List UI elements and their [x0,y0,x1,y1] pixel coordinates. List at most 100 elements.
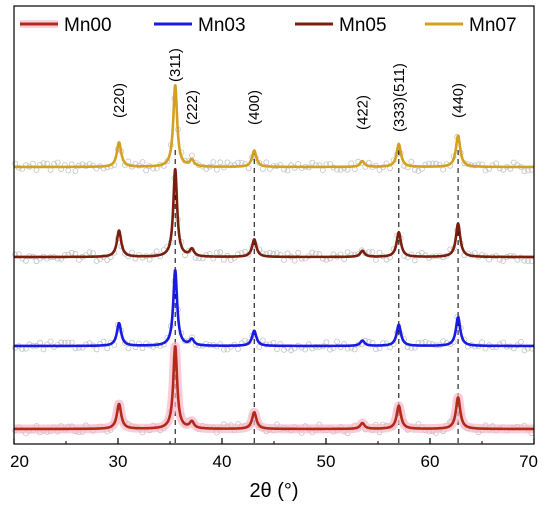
noise-point [323,339,330,346]
noise-point [309,249,316,256]
noise-point [273,346,280,353]
noise-point [47,338,54,345]
noise-point [153,248,160,255]
noise-point [93,257,100,264]
peak-label: (220) [111,83,128,118]
noise-point [33,258,40,265]
noise-point [362,250,369,257]
noise-point [40,160,47,167]
series-lines [9,84,539,434]
noise-point [256,159,263,166]
noise-point [281,256,287,263]
noise-point [72,168,79,174]
noise-point [139,159,146,166]
noise-point [235,159,241,166]
x-tick-label: 40 [213,452,232,471]
noise-point [525,167,531,174]
noise-point [518,338,524,345]
noise-point [224,346,231,353]
noise-point [479,339,485,346]
series-line-Mn03 [13,269,535,348]
noise-point [30,160,36,167]
x-axis-title: 2θ (°) [249,480,298,502]
series-line-Mn00 [13,345,535,431]
noise-point [104,345,111,352]
series-line-Mn07 [13,84,535,169]
peak-label: (311) [167,48,184,82]
noise-point [90,250,96,257]
legend-label-Mn07: Mn07 [469,15,517,36]
noise-point [37,339,43,346]
x-axis: 20 30 40 50 60 70 [10,438,538,471]
noise-point [235,345,241,352]
x-tick-label: 60 [421,452,440,471]
noise-point [125,345,132,352]
noise-point [86,249,93,256]
noise-point [510,159,517,166]
noise-point [440,166,447,173]
noise-point [68,339,75,346]
noise-point [288,347,295,354]
peak-label: (400) [246,90,263,125]
noise-point [408,158,415,165]
noise-point [93,346,100,353]
noise-point [242,337,249,344]
noise-point [369,249,376,256]
noise-point [189,152,195,159]
noise-point [44,160,50,167]
noise-point [319,167,326,173]
noise-point [528,258,535,265]
noise-point [295,249,302,256]
noise-point [40,346,47,353]
peak-label: (440) [450,83,467,118]
noise-point [192,254,199,261]
noise-point [245,165,252,172]
noise-point [263,159,270,166]
noise-point [351,346,358,353]
noise-point [68,249,75,256]
noise-point [182,252,188,259]
x-tick-label: 50 [317,452,336,471]
noise-point [146,256,153,263]
peak-label: (222) [184,90,201,125]
noise-point [372,257,379,263]
plot-frame [13,5,535,445]
noise-point [309,159,316,166]
noise-point [482,167,489,174]
noise-point [143,167,150,174]
noise-point [312,250,319,257]
x-tick-label: 30 [109,452,128,471]
peak-label: (333)(511) [391,63,408,132]
reference-lines [174,150,459,444]
noise-point [54,159,61,166]
noise-point [291,257,298,264]
noise-point [440,338,447,345]
legend: Mn00 Mn03 Mn05 Mn07 [20,15,517,36]
noise-point [22,257,29,264]
noise-point [217,159,224,166]
series-line-Mn05 [13,168,535,259]
noise-point [104,257,111,263]
x-tick-label: 70 [519,452,538,471]
legend-label-Mn00: Mn00 [64,15,112,36]
noise-point [213,249,220,256]
noise-point [259,337,266,344]
noise-point [411,257,418,264]
peak-labels: (220) (311)(222) (400) (422) (333)(511) (440) [111,48,467,132]
legend-label-Mn03: Mn03 [198,15,246,36]
noise-point [525,258,531,265]
noise-point [256,343,263,350]
noise-point [224,159,231,166]
noise-point [500,258,507,264]
noise-point [521,347,528,354]
peak-label: (422) [354,95,371,130]
noise-point [210,159,217,166]
legend-label-Mn05: Mn05 [339,15,387,36]
noise-point [376,166,383,173]
noise-point [284,167,291,174]
noise-point [220,346,227,353]
noise-point [521,168,528,175]
noise-point [217,249,224,256]
x-tick-label: 20 [10,452,29,471]
